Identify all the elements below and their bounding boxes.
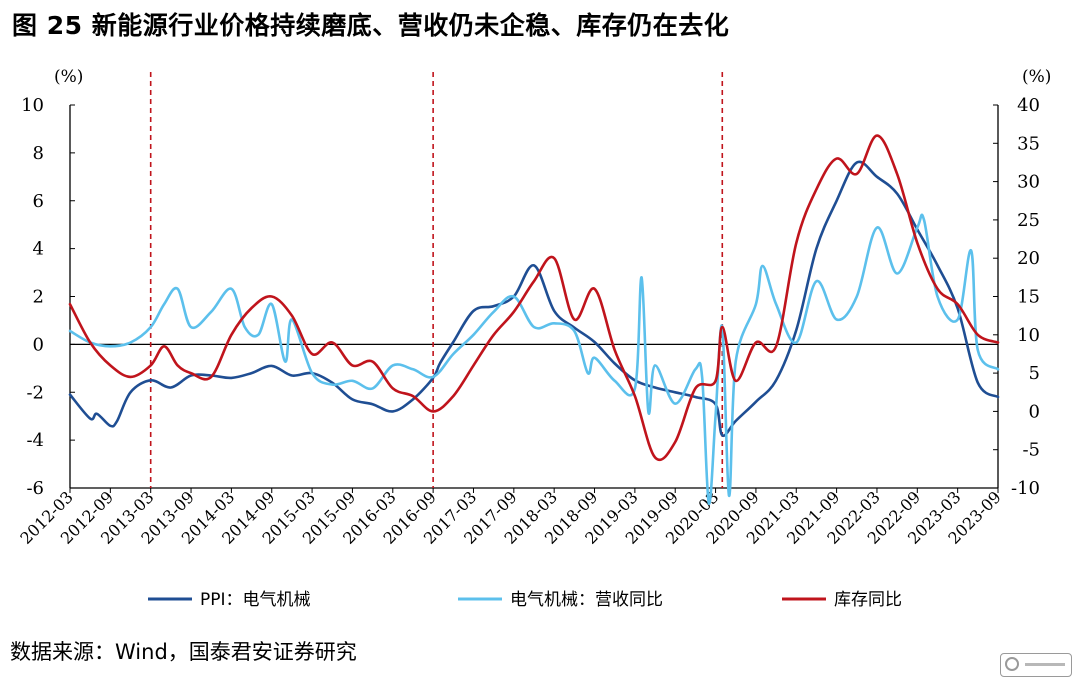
legend-label: 库存同比 <box>834 590 902 610</box>
right-tick-label: 35 <box>1017 133 1040 154</box>
series-line <box>68 213 1000 505</box>
left-tick-label: 0 <box>33 334 44 355</box>
left-tick-label: -2 <box>26 382 44 403</box>
series-line <box>68 160 1000 438</box>
right-tick-label: 25 <box>1017 210 1040 231</box>
right-tick-label: -10 <box>1011 478 1040 499</box>
right-tick-label: 0 <box>1029 401 1040 422</box>
series-line <box>68 134 1000 462</box>
right-tick-label: 30 <box>1017 172 1040 193</box>
left-tick-label: -4 <box>26 430 44 451</box>
left-tick-label: 2 <box>33 287 44 308</box>
right-axis-unit: (%) <box>1022 67 1051 87</box>
right-tick-label: -5 <box>1022 440 1040 461</box>
right-tick-label: 5 <box>1029 363 1040 384</box>
left-tick-label: 10 <box>21 95 44 116</box>
data-source: 数据来源：Wind，国泰君安证券研究 <box>10 640 357 664</box>
legend-label: 电气机械：营收同比 <box>510 590 663 610</box>
right-tick-label: 10 <box>1017 325 1040 346</box>
chart-title: 图 25 新能源行业价格持续磨底、营收仍未企稳、库存仍在去化 <box>12 11 730 40</box>
left-axis-unit: (%) <box>54 67 83 87</box>
right-tick-label: 40 <box>1017 95 1040 116</box>
watermark-logo-icon <box>1000 653 1072 677</box>
right-tick-label: 20 <box>1017 248 1040 269</box>
series-lines <box>68 134 1000 505</box>
legend: PPI：电气机械 电气机械：营收同比 库存同比 <box>148 590 902 610</box>
vertical-markers <box>149 72 724 488</box>
axes: 1086420-2-4-6(%)4035302520151050-5-10(%)… <box>16 67 1051 548</box>
left-tick-label: 4 <box>33 239 44 260</box>
left-tick-label: 8 <box>33 143 44 164</box>
left-tick-label: 6 <box>33 191 44 212</box>
legend-label: PPI：电气机械 <box>200 590 311 610</box>
left-tick-label: -6 <box>26 478 44 499</box>
right-tick-label: 15 <box>1017 287 1040 308</box>
